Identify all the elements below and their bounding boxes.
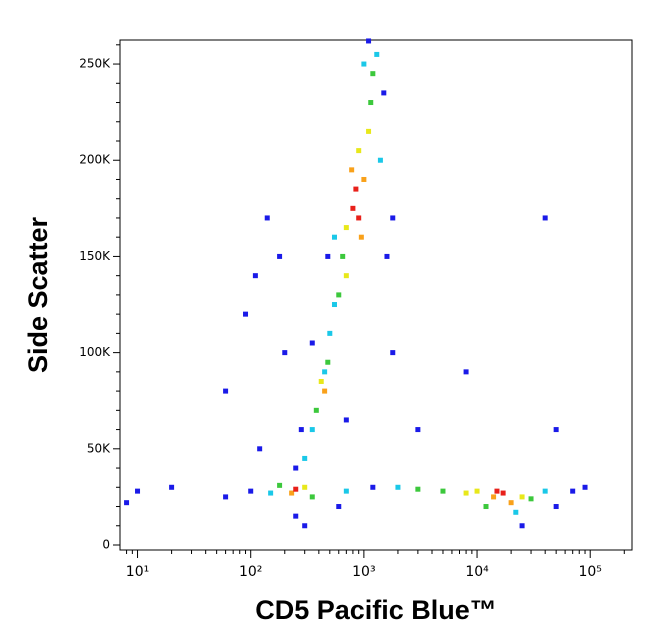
point (318, 378, 324, 384)
point (474, 488, 480, 494)
point (519, 494, 525, 500)
y-tick-label: 0 (102, 537, 110, 551)
point (361, 61, 367, 67)
point (257, 446, 263, 452)
point (293, 486, 299, 492)
point (377, 157, 383, 163)
point (322, 369, 328, 375)
point (542, 488, 548, 494)
point (302, 455, 308, 461)
point (302, 523, 308, 529)
point (343, 273, 349, 279)
point (415, 427, 421, 433)
point (135, 488, 141, 494)
point (356, 215, 362, 221)
point (331, 302, 337, 308)
point (415, 486, 421, 492)
point (298, 427, 304, 433)
point (340, 253, 346, 259)
point (277, 253, 283, 259)
point (494, 488, 500, 494)
point (313, 407, 319, 413)
point (553, 504, 559, 510)
point (248, 488, 254, 494)
point (309, 427, 315, 433)
point (553, 427, 559, 433)
y-tick-label: 200K (79, 153, 111, 167)
point (370, 71, 376, 77)
point (463, 369, 469, 375)
point (500, 490, 506, 496)
point (374, 51, 380, 57)
point (336, 504, 342, 510)
point (381, 90, 387, 96)
x-tick-label: 10¹ (126, 564, 149, 580)
point (243, 311, 249, 317)
point (390, 350, 396, 356)
point (542, 215, 548, 221)
point (223, 494, 229, 500)
point (366, 38, 372, 44)
point (349, 167, 355, 173)
point (358, 234, 364, 240)
y-tick-label: 250K (79, 57, 111, 71)
point (268, 490, 274, 496)
point (353, 186, 359, 192)
point (350, 205, 356, 211)
point (302, 484, 308, 490)
x-axis-title: CD5 Pacific Blue™ (255, 595, 497, 625)
plot-frame (119, 39, 633, 551)
point (124, 500, 130, 506)
point (289, 490, 295, 496)
point (264, 215, 270, 221)
point (395, 484, 401, 490)
point (169, 484, 175, 490)
point (582, 484, 588, 490)
point (343, 488, 349, 494)
x-tick-label: 10⁵ (578, 564, 601, 580)
point (282, 350, 288, 356)
point (325, 359, 331, 365)
y-tick-label: 100K (79, 345, 111, 359)
x-tick-label: 10⁴ (465, 564, 489, 580)
point (384, 253, 390, 259)
point (277, 482, 283, 488)
point (309, 494, 315, 500)
point (322, 388, 328, 394)
point (252, 273, 258, 279)
point (331, 234, 337, 240)
point (483, 504, 489, 510)
point (361, 176, 367, 182)
point (491, 494, 497, 500)
point (343, 417, 349, 423)
point (293, 513, 299, 519)
point (519, 523, 525, 529)
point (390, 215, 396, 221)
point (440, 488, 446, 494)
point (343, 225, 349, 231)
point (513, 509, 519, 515)
point (508, 500, 514, 506)
point (366, 128, 372, 134)
point (327, 330, 333, 336)
point (463, 490, 469, 496)
point (570, 488, 576, 494)
x-tick-label: 10³ (352, 564, 375, 580)
point (528, 496, 534, 502)
y-tick-label: 150K (79, 249, 111, 263)
point (309, 340, 315, 346)
point (368, 100, 374, 106)
point (293, 465, 299, 471)
point (356, 148, 362, 154)
point (325, 253, 331, 259)
x-tick-label: 10² (239, 564, 262, 580)
y-axis-title: Side Scatter (23, 216, 53, 373)
point (336, 292, 342, 298)
point (223, 388, 229, 394)
y-tick-label: 50K (87, 441, 111, 455)
point (370, 484, 376, 490)
